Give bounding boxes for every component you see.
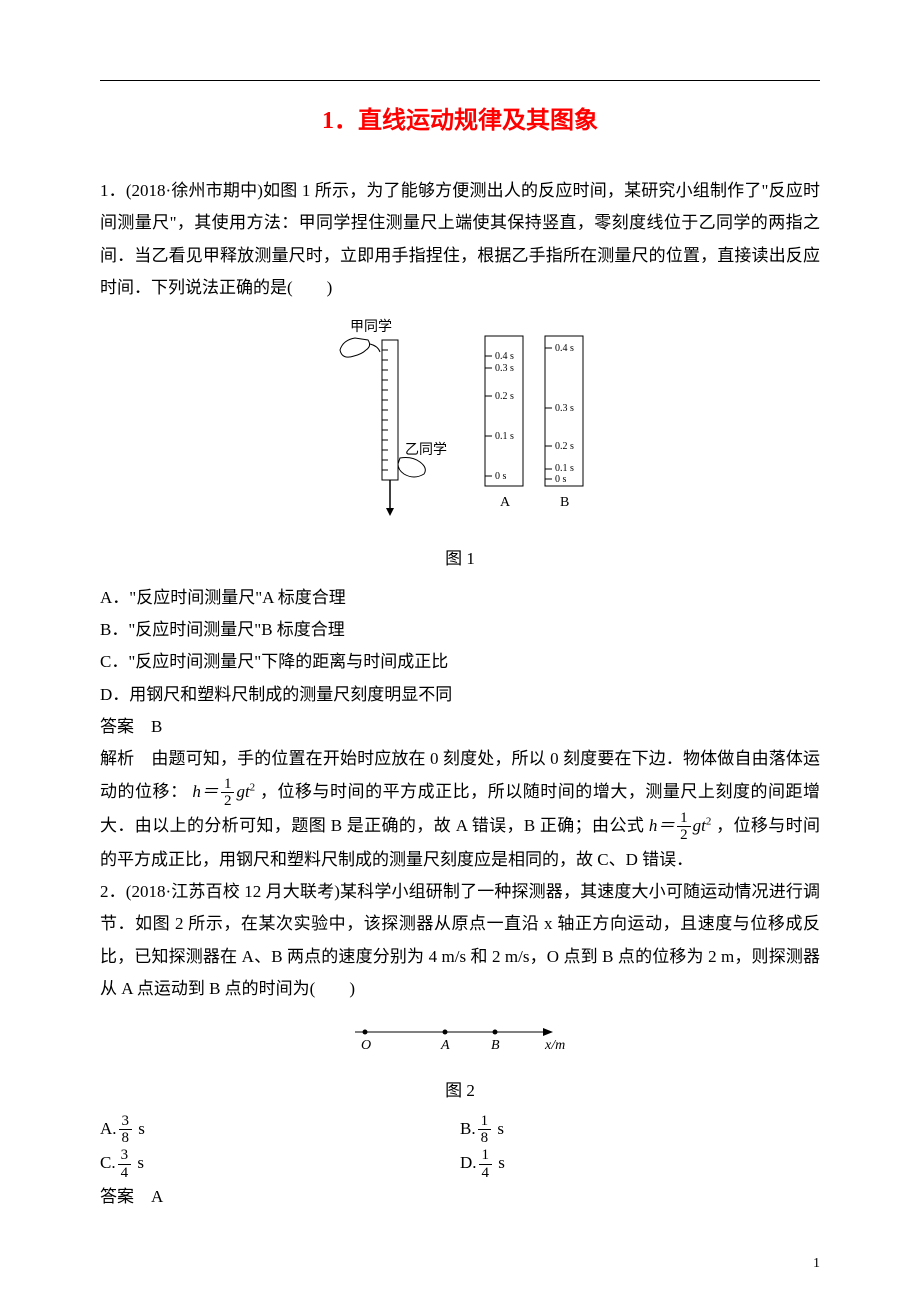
q2-answer: 答案 A [100, 1181, 820, 1213]
q2-choice-a: A.38 s [100, 1113, 460, 1147]
top-rule [100, 80, 820, 81]
svg-text:0.4 s: 0.4 s [495, 351, 514, 362]
q1-choice-b: B．"反应时间测量尺"B 标度合理 [100, 614, 820, 646]
ruler-b-label: B [560, 495, 569, 510]
arrow-down-icon [386, 508, 394, 516]
point-a [443, 1030, 448, 1035]
sq-2: 2 [706, 815, 712, 827]
q1-explanation: 解析 由题可知，手的位置在开始时应放在 0 刻度处，所以 0 刻度要在下边．物体… [100, 743, 820, 876]
svg-text:0.1 s: 0.1 s [495, 431, 514, 442]
figure-2-caption: 图 2 [100, 1075, 820, 1107]
q1-choice-a: A．"反应时间测量尺"A 标度合理 [100, 582, 820, 614]
gt-2: gt [693, 816, 706, 835]
label-x: x/m [544, 1038, 565, 1053]
q2-stem: 2．(2018·江苏百校 12 月大联考)某科学小组研制了一种探测器，其速度大小… [100, 876, 820, 1005]
frac-a: 38 [119, 1113, 133, 1147]
ruler-b-marks: 0.4 s 0.3 s 0.2 s 0.1 s 0 s [545, 343, 574, 485]
gt: gt [236, 782, 249, 801]
svg-text:0.2 s: 0.2 s [555, 441, 574, 452]
q1-choice-d: D．用钢尺和塑料尺制成的测量尺刻度明显不同 [100, 679, 820, 711]
svg-text:0.4 s: 0.4 s [555, 343, 574, 354]
point-o [363, 1030, 368, 1035]
frac-d: 14 [479, 1147, 493, 1181]
h-eq-2: h＝ [649, 816, 675, 835]
label-o: O [361, 1038, 371, 1053]
q2-choice-d: D.14 s [460, 1147, 820, 1181]
frac-b: 18 [478, 1113, 492, 1147]
hand-bottom-icon [398, 458, 425, 478]
frac-half-2: 12 [677, 810, 691, 844]
q2-choice-c: C.34 s [100, 1147, 460, 1181]
sq-1: 2 [250, 781, 256, 793]
body: 1．(2018·徐州市期中)如图 1 所示，为了能够方便测出人的反应时间，某研究… [100, 175, 820, 1213]
figure-2-svg: O A B x/m [345, 1017, 575, 1057]
figure-1-svg: 甲同学 乙同学 [300, 316, 620, 526]
q2-choices-row-1: A.38 s B.18 s [100, 1113, 820, 1147]
hand-top-icon [340, 338, 370, 357]
label-b: B [491, 1038, 500, 1053]
h-eq: h＝ [192, 782, 219, 801]
figure-1-caption: 图 1 [100, 543, 820, 575]
hand-top-icon-2 [370, 344, 380, 352]
page-title: 1．直线运动规律及其图象 [100, 100, 820, 135]
ruler-ticks [382, 350, 388, 470]
arrow-right-icon [543, 1028, 553, 1036]
figure-2: O A B x/m 图 2 [100, 1017, 820, 1107]
figure-1: 甲同学 乙同学 [100, 316, 820, 576]
q2-choices-row-2: C.34 s D.14 s [100, 1147, 820, 1181]
svg-text:0 s: 0 s [495, 471, 507, 482]
svg-text:0.3 s: 0.3 s [495, 363, 514, 374]
q1-answer: 答案 B [100, 711, 820, 743]
ruler-a-marks: 0.4 s 0.3 s 0.2 s 0.1 s 0 s [485, 351, 514, 482]
svg-text:0 s: 0 s [555, 474, 567, 485]
label-yi: 乙同学 [405, 442, 447, 458]
page: 1．直线运动规律及其图象 1．(2018·徐州市期中)如图 1 所示，为了能够方… [0, 0, 920, 1302]
frac-half-1: 12 [221, 776, 235, 810]
svg-text:0.2 s: 0.2 s [495, 391, 514, 402]
page-number: 1 [813, 1256, 820, 1272]
svg-text:0.3 s: 0.3 s [555, 403, 574, 414]
point-b [493, 1030, 498, 1035]
label-a: A [440, 1038, 450, 1053]
q1-choice-c: C．"反应时间测量尺"下降的距离与时间成正比 [100, 646, 820, 678]
ruler-a-label: A [500, 495, 511, 510]
q1-stem: 1．(2018·徐州市期中)如图 1 所示，为了能够方便测出人的反应时间，某研究… [100, 175, 820, 304]
q2-choice-b: B.18 s [460, 1113, 820, 1147]
svg-text:0.1 s: 0.1 s [555, 463, 574, 474]
frac-c: 34 [118, 1147, 132, 1181]
label-jia: 甲同学 [350, 319, 392, 335]
